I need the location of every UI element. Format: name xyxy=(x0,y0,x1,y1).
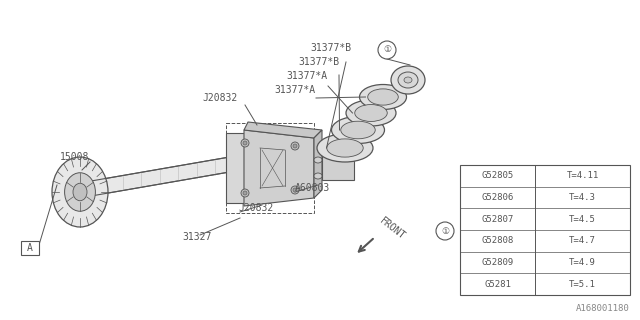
Ellipse shape xyxy=(65,173,95,211)
Ellipse shape xyxy=(314,173,322,179)
Text: G52805: G52805 xyxy=(481,171,514,180)
Circle shape xyxy=(293,188,297,192)
Text: ①: ① xyxy=(441,227,449,236)
Circle shape xyxy=(241,139,249,147)
Ellipse shape xyxy=(368,89,398,105)
Ellipse shape xyxy=(314,157,322,163)
Text: G52808: G52808 xyxy=(481,236,514,245)
Text: A60803: A60803 xyxy=(295,183,330,193)
Text: T=4.9: T=4.9 xyxy=(569,258,596,267)
Ellipse shape xyxy=(52,157,108,227)
Polygon shape xyxy=(226,133,244,203)
Text: T=4.5: T=4.5 xyxy=(569,215,596,224)
Bar xyxy=(226,123,314,213)
Ellipse shape xyxy=(355,105,387,122)
Text: 31377*A: 31377*A xyxy=(274,85,315,95)
Text: T=4.7: T=4.7 xyxy=(569,236,596,245)
Polygon shape xyxy=(244,130,314,206)
Text: 31327: 31327 xyxy=(182,232,211,242)
Circle shape xyxy=(293,144,297,148)
Ellipse shape xyxy=(327,139,364,157)
Ellipse shape xyxy=(317,134,373,162)
Ellipse shape xyxy=(340,121,375,139)
Circle shape xyxy=(243,191,247,195)
Text: 31377*B: 31377*B xyxy=(310,43,351,53)
Ellipse shape xyxy=(360,84,406,109)
Text: A: A xyxy=(27,243,33,253)
Polygon shape xyxy=(314,130,322,198)
Circle shape xyxy=(241,189,249,197)
Text: T=4.11: T=4.11 xyxy=(566,171,598,180)
Bar xyxy=(322,156,354,180)
Circle shape xyxy=(243,141,247,145)
Text: J20832: J20832 xyxy=(238,203,273,213)
Text: A168001180: A168001180 xyxy=(576,304,630,313)
Text: G52806: G52806 xyxy=(481,193,514,202)
Ellipse shape xyxy=(391,66,425,94)
Ellipse shape xyxy=(73,183,87,201)
Text: FRONT: FRONT xyxy=(378,216,407,242)
Text: 15008: 15008 xyxy=(60,152,90,162)
Text: T=5.1: T=5.1 xyxy=(569,280,596,289)
Circle shape xyxy=(291,142,299,150)
Bar xyxy=(21,241,39,255)
Text: G52807: G52807 xyxy=(481,215,514,224)
Bar xyxy=(460,165,630,295)
Polygon shape xyxy=(244,122,322,138)
Polygon shape xyxy=(68,150,270,200)
Circle shape xyxy=(436,222,454,240)
Ellipse shape xyxy=(398,72,418,88)
Text: G5281: G5281 xyxy=(484,280,511,289)
Ellipse shape xyxy=(346,100,396,126)
Text: 31377*A: 31377*A xyxy=(286,71,327,81)
Text: T=4.3: T=4.3 xyxy=(569,193,596,202)
Text: 31377*B: 31377*B xyxy=(298,57,339,67)
Circle shape xyxy=(291,186,299,194)
Ellipse shape xyxy=(404,77,412,83)
Text: G52809: G52809 xyxy=(481,258,514,267)
Circle shape xyxy=(378,41,396,59)
Ellipse shape xyxy=(332,116,385,143)
Text: ①: ① xyxy=(383,45,391,54)
Text: J20832: J20832 xyxy=(202,93,237,103)
